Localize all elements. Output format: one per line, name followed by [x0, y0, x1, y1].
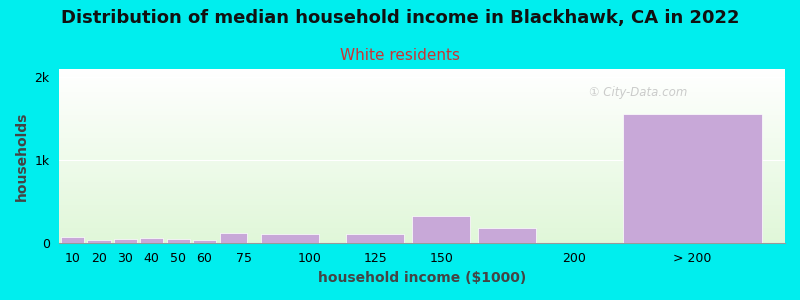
Bar: [193, 240, 216, 243]
Y-axis label: households: households: [15, 111, 29, 200]
X-axis label: household income ($1000): household income ($1000): [318, 271, 526, 285]
Bar: [61, 237, 84, 243]
Bar: [412, 216, 470, 243]
Text: White residents: White residents: [340, 48, 460, 63]
Bar: [166, 239, 190, 243]
Text: Distribution of median household income in Blackhawk, CA in 2022: Distribution of median household income …: [61, 9, 739, 27]
Bar: [478, 228, 536, 243]
Text: ① City-Data.com: ① City-Data.com: [589, 86, 687, 99]
Bar: [623, 115, 762, 243]
Bar: [262, 234, 319, 243]
Bar: [220, 233, 247, 243]
Bar: [87, 240, 110, 243]
Bar: [346, 234, 404, 243]
Bar: [114, 239, 137, 243]
Bar: [140, 238, 163, 243]
